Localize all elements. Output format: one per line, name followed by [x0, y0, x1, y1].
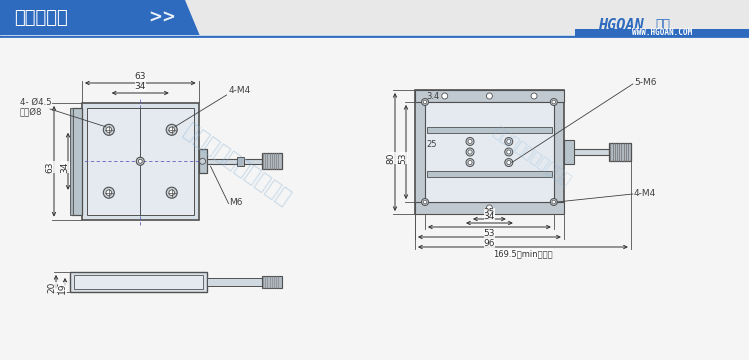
Bar [207, 278, 261, 286]
Circle shape [169, 190, 175, 195]
Bar [82, 103, 198, 220]
Text: 4-M4: 4-M4 [228, 86, 251, 95]
Circle shape [139, 159, 142, 163]
Circle shape [423, 200, 427, 204]
Bar [427, 127, 552, 133]
Circle shape [486, 205, 492, 211]
Polygon shape [0, 0, 200, 36]
Circle shape [468, 161, 472, 165]
Bar [261, 153, 282, 169]
Bar [415, 90, 564, 102]
Text: 80: 80 [386, 152, 395, 163]
Text: 53: 53 [484, 229, 495, 238]
Text: 63: 63 [46, 161, 55, 173]
Circle shape [199, 158, 205, 164]
Text: 169.5（min）参考: 169.5（min）参考 [493, 249, 553, 258]
Bar [198, 149, 207, 173]
Text: 3.4: 3.4 [426, 92, 439, 101]
Bar [0, 37, 749, 360]
Bar [425, 102, 554, 202]
Text: 衡工: 衡工 [655, 18, 670, 31]
Text: >>: >> [148, 9, 176, 27]
Text: 63: 63 [135, 72, 146, 81]
Circle shape [466, 158, 474, 167]
Text: M6: M6 [229, 198, 243, 207]
Text: 5-M6: 5-M6 [634, 78, 656, 87]
Circle shape [422, 99, 428, 105]
Bar [0, 37, 749, 360]
Bar [261, 276, 282, 288]
Circle shape [505, 158, 513, 167]
Bar [609, 143, 631, 161]
Text: 53: 53 [398, 152, 407, 163]
Text: 4-M4: 4-M4 [634, 189, 656, 198]
Text: 沉孔Ø8: 沉孔Ø8 [20, 107, 43, 116]
Circle shape [507, 150, 511, 154]
Circle shape [505, 138, 513, 145]
Circle shape [166, 124, 178, 135]
Bar [72, 108, 82, 215]
Circle shape [486, 93, 492, 99]
Bar [207, 159, 261, 164]
Text: HGOAN: HGOAN [598, 18, 643, 32]
Bar [427, 171, 552, 177]
Circle shape [466, 138, 474, 145]
Text: 34: 34 [61, 161, 70, 173]
Circle shape [106, 127, 112, 132]
Circle shape [468, 150, 472, 154]
Circle shape [422, 198, 428, 206]
Circle shape [468, 139, 472, 143]
Circle shape [442, 93, 448, 99]
Bar [415, 90, 564, 214]
Circle shape [552, 100, 556, 104]
Text: 34: 34 [484, 212, 495, 221]
Circle shape [136, 157, 145, 165]
Text: WWW.HGOAN.COM: WWW.HGOAN.COM [632, 28, 692, 37]
Circle shape [103, 187, 115, 198]
Circle shape [106, 190, 112, 195]
Bar [564, 140, 574, 164]
Bar [74, 275, 202, 289]
Circle shape [531, 93, 537, 99]
Circle shape [505, 148, 513, 156]
Bar [237, 157, 243, 166]
Circle shape [169, 127, 175, 132]
Text: 96: 96 [484, 239, 495, 248]
Circle shape [103, 124, 115, 135]
Text: 北京衡工仪器有限公司: 北京衡工仪器有限公司 [490, 123, 573, 188]
Bar [87, 108, 193, 215]
Circle shape [551, 99, 557, 105]
Text: 25: 25 [426, 140, 437, 149]
Bar [0, 0, 749, 36]
Bar [70, 108, 73, 215]
Text: 北京衡工仪器有限公司: 北京衡工仪器有限公司 [180, 121, 294, 209]
Bar [575, 29, 749, 36]
Bar [564, 149, 609, 155]
Circle shape [423, 100, 427, 104]
Text: 4- Ø4.5: 4- Ø4.5 [20, 98, 52, 107]
Bar [70, 272, 207, 292]
Circle shape [552, 200, 556, 204]
Bar [415, 202, 564, 214]
Text: 20: 20 [47, 282, 56, 293]
Text: 19: 19 [58, 282, 67, 293]
Circle shape [466, 148, 474, 156]
Circle shape [507, 161, 511, 165]
Circle shape [551, 198, 557, 206]
Text: 34: 34 [135, 82, 146, 91]
Circle shape [507, 139, 511, 143]
Text: 尺寸外形图: 尺寸外形图 [14, 9, 67, 27]
Circle shape [166, 187, 178, 198]
Text: 25: 25 [484, 208, 495, 217]
